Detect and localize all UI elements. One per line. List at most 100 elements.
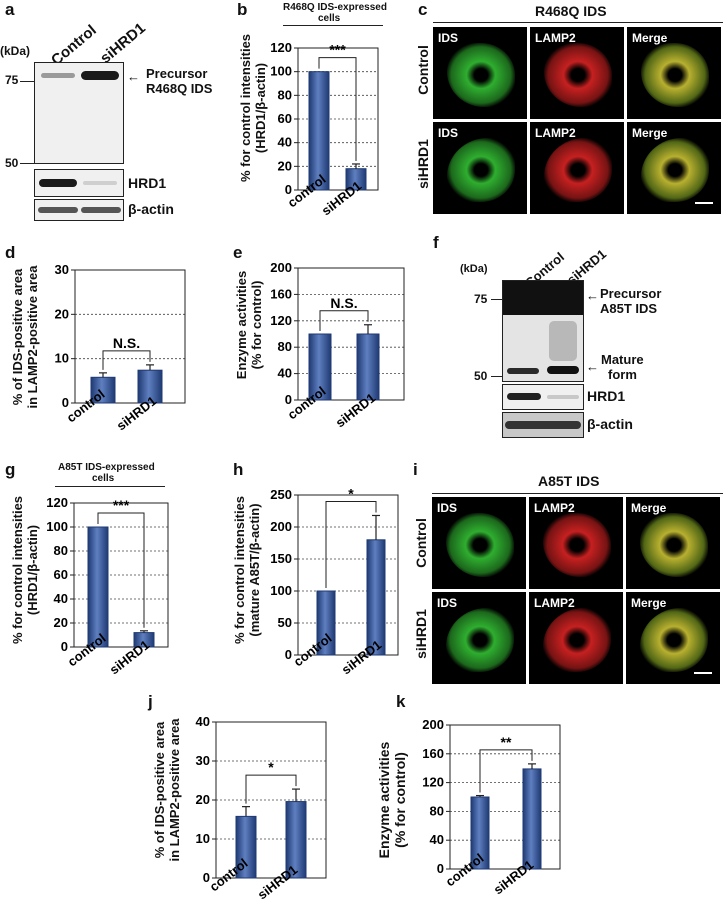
blot-band [39, 179, 77, 187]
y-tick-label: 160 [422, 746, 444, 761]
arrow-icon: ← [586, 359, 599, 374]
micrograph-caption: LAMP2 [535, 31, 576, 45]
y-tick-label: 40 [278, 135, 292, 150]
plot-frame [449, 724, 561, 870]
hrd1-label: HRD1 [128, 175, 167, 191]
micrograph-ids: IDS [432, 592, 526, 684]
figure-title: A85T IDS [538, 473, 600, 489]
y-tick-label: 160 [270, 286, 292, 301]
western-blot-hrd1 [502, 384, 584, 410]
significance-label: ** [501, 734, 512, 750]
y-tick-label: 150 [270, 551, 292, 566]
y-axis-label: % for control intensities (HRD1/β-actin) [10, 495, 40, 645]
blot-band [507, 393, 541, 400]
bar-siHRD1 [522, 768, 542, 870]
western-blot-ids [502, 280, 584, 382]
plot-frame [297, 267, 405, 401]
y-tick-label: 200 [270, 519, 292, 534]
western-blot-actin [34, 199, 124, 221]
mature-label: form [608, 367, 637, 382]
hrd1-label: HRD1 [587, 388, 626, 404]
micrograph-lamp2: LAMP2 [529, 497, 623, 589]
cell-shape [544, 43, 612, 107]
y-tick-label: 250 [270, 487, 292, 502]
cell-header: cells [92, 473, 115, 484]
cell-header: cells [318, 13, 341, 24]
y-tick-label: 120 [46, 495, 68, 510]
y-tick-label: 40 [430, 832, 444, 847]
x-tick-label: control [64, 386, 108, 425]
micrograph-merge: Merge [626, 497, 720, 589]
y-tick-label: 80 [430, 803, 444, 818]
cell-shape [640, 608, 708, 672]
significance-label: *** [329, 42, 346, 58]
micrograph-caption: IDS [438, 31, 459, 45]
x-tick-label: siHRD1 [255, 862, 301, 902]
panel-letter: g [5, 460, 16, 479]
y-tick-label: 60 [278, 111, 292, 126]
panel-letter: a [5, 0, 15, 19]
arrow-icon: ← [586, 288, 599, 303]
figure-title: R468Q IDS [535, 3, 607, 19]
cell-shape [641, 43, 709, 107]
plot-frame [215, 721, 327, 879]
y-axis-label: Enzyme activities (% for control) [376, 741, 408, 859]
mature-label: Mature [601, 352, 644, 367]
cell-header: R468Q IDS-expressed [283, 2, 387, 13]
precursor-label: Precursor [146, 66, 208, 81]
bar-control [235, 815, 257, 879]
plot-frame [74, 269, 186, 404]
marker-tick [491, 376, 502, 377]
significance-label: * [268, 759, 274, 775]
x-tick-label: siHRD1 [114, 393, 160, 433]
y-tick-label: 40 [278, 366, 292, 381]
bar-control [308, 71, 330, 191]
blot-band [547, 366, 579, 374]
blot-band [503, 281, 583, 315]
cell-shape [544, 138, 612, 202]
x-tick-label: siHRD1 [107, 637, 153, 677]
y-axis-label: % for control intensities (HRD1/β-actin) [238, 33, 268, 183]
y-tick-label: 120 [422, 775, 444, 790]
x-tick-label: control [65, 630, 109, 669]
scale-bar [695, 202, 713, 204]
cell-shape [447, 43, 515, 107]
cell-shape [543, 608, 611, 672]
y-tick-label: 120 [270, 40, 292, 55]
micrograph-lamp2: LAMP2 [530, 122, 624, 214]
western-blot-hrd1 [34, 169, 124, 197]
panel-letter: b [237, 0, 248, 19]
marker-tick [20, 163, 34, 164]
x-tick-label: siHRD1 [333, 390, 379, 430]
cell-shape [446, 608, 514, 672]
kda-label: (kDa) [0, 44, 31, 58]
x-tick-label: siHRD1 [491, 857, 537, 897]
y-tick-label: 200 [270, 260, 292, 275]
chart-k: 0 40 80 120 160 200 control siHRD1 ** [422, 717, 561, 897]
y-tick-label: 40 [54, 591, 68, 606]
significance-bracket [319, 310, 369, 331]
y-tick-label: 80 [54, 543, 68, 558]
panel-letter: i [413, 460, 418, 479]
western-blot-ids [34, 62, 124, 164]
x-tick-label: control [443, 850, 487, 889]
micrograph-merge: Merge [626, 592, 720, 684]
panel-letter: j [148, 692, 153, 711]
bar-control [90, 376, 116, 404]
y-axis-label: % for control intensities (mature A85T/β-… [232, 495, 262, 645]
y-tick-label: 40 [196, 714, 210, 729]
micrograph-ids: IDS [433, 27, 527, 119]
chart-d: 0 10 20 30 control siHRD1 N.S. [55, 263, 186, 433]
panel-letter: f [433, 233, 439, 252]
panel-letter: e [233, 243, 243, 262]
arrow-icon: ← [127, 69, 140, 84]
title-rule [432, 493, 723, 494]
y-tick-label: 80 [278, 87, 292, 102]
significance-label: * [348, 487, 354, 501]
kda-label: (kDa) [460, 263, 488, 275]
y-tick-label: 200 [422, 717, 444, 732]
blot-band [38, 207, 78, 213]
x-tick-label: siHRD1 [339, 637, 385, 677]
